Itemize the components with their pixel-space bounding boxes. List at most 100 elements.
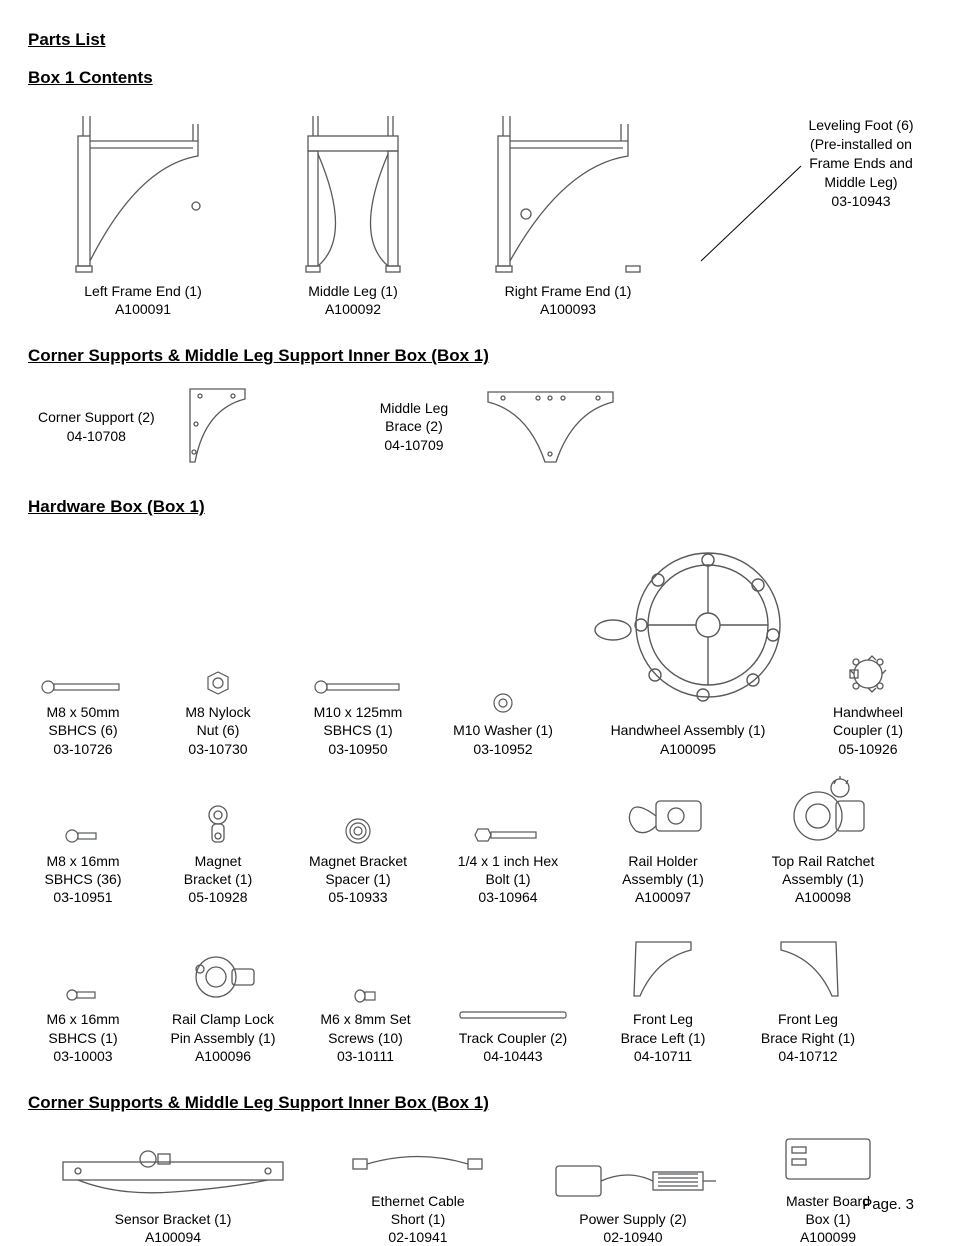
sensor-l1: Sensor Bracket (1) [115, 1210, 232, 1228]
part-right-frame: Right Frame End (1) A100093 [488, 106, 648, 318]
hw-row-2: M8 x 16mm SBHCS (36) 03-10951 Magnet Bra… [28, 776, 926, 907]
part-magnet-brkt: Magnet Bracket (1) 05-10928 [168, 804, 268, 907]
callout-l2: (Pre-installed on [786, 135, 936, 154]
spacer-icon [343, 816, 373, 846]
left-frame-icon [68, 106, 218, 276]
ethernet-l1: Ethernet Cable [371, 1192, 464, 1210]
coupler-l3: 05-10926 [838, 740, 897, 758]
m10-washer-l2: 03-10952 [473, 740, 532, 758]
magnet-brkt-l1: Magnet [195, 852, 242, 870]
part-m8-nylock: M8 Nylock Nut (6) 03-10730 [168, 669, 268, 758]
top-rail-l2: Assembly (1) [782, 870, 864, 888]
magnet-spacer-l1: Magnet Bracket [309, 852, 407, 870]
part-sensor: Sensor Bracket (1) A100094 [58, 1144, 288, 1246]
rail-clamp-icon [188, 949, 258, 1004]
m8-50-l2: SBHCS (6) [48, 721, 117, 739]
part-rail-holder: Rail Holder Assembly (1) A100097 [598, 786, 728, 907]
bolt-icon [311, 677, 406, 697]
power-l2: 02-10940 [603, 1228, 662, 1246]
hex-bolt-l1: 1/4 x 1 inch Hex [458, 852, 558, 870]
corner-title-2: Corner Supports & Middle Leg Support Inn… [28, 1093, 926, 1113]
front-left-l2: Brace Left (1) [621, 1029, 706, 1047]
bottom-row: Sensor Bracket (1) A100094 Ethernet Cabl… [28, 1131, 926, 1246]
part-track-coupler: Track Coupler (2) 04-10443 [448, 1007, 578, 1065]
middle-brace-pn: 04-10709 [380, 436, 449, 455]
magnet-brkt-l3: 05-10928 [188, 888, 247, 906]
part-ethernet: Ethernet Cable Short (1) 02-10941 [348, 1141, 488, 1246]
middle-leg-icon [288, 106, 418, 276]
callout-l3: Frame Ends and [786, 154, 936, 173]
callout-l5: 03-10943 [786, 192, 936, 211]
front-right-l1: Front Leg [778, 1010, 838, 1028]
front-left-l3: 04-10711 [634, 1047, 692, 1065]
master-l2: Box (1) [805, 1210, 850, 1228]
m10-125-l2: SBHCS (1) [323, 721, 392, 739]
ethernet-icon [348, 1141, 488, 1186]
callout-l1: Leveling Foot (6) [786, 116, 936, 135]
leveling-foot-callout: Leveling Foot (6) (Pre-installed on Fram… [786, 116, 936, 210]
magnet-brkt-l2: Bracket (1) [184, 870, 252, 888]
m8-16-l1: M8 x 16mm [46, 852, 119, 870]
corner-support-icon [185, 384, 260, 469]
top-rail-l3: A100098 [795, 888, 851, 906]
right-frame-pn: A100093 [540, 300, 596, 318]
part-middle-leg: Middle Leg (1) A100092 [288, 106, 418, 318]
front-right-l3: 04-10712 [778, 1047, 837, 1065]
magnet-bracket-icon [203, 804, 233, 846]
left-frame-pn: A100091 [115, 300, 171, 318]
part-m8-16: M8 x 16mm SBHCS (36) 03-10951 [28, 826, 138, 907]
rail-holder-l1: Rail Holder [628, 852, 697, 870]
m8-nylock-l2: Nut (6) [197, 721, 240, 739]
handwheel-l1: Handwheel Assembly (1) [611, 721, 766, 739]
part-hex-bolt: 1/4 x 1 inch Hex Bolt (1) 03-10964 [448, 824, 568, 907]
right-frame-label: Right Frame End (1) [505, 282, 632, 300]
middle-brace-label: Middle Leg Brace (2) 04-10709 [380, 399, 449, 456]
right-frame-icon [488, 106, 648, 276]
m10-125-l3: 03-10950 [328, 740, 387, 758]
magnet-spacer-l3: 05-10933 [328, 888, 387, 906]
top-rail-icon [778, 776, 868, 846]
rail-clamp-l1: Rail Clamp Lock [172, 1010, 274, 1028]
m6-8-l1: M6 x 8mm Set [320, 1010, 410, 1028]
part-m6-8: M6 x 8mm Set Screws (10) 03-10111 [308, 988, 423, 1065]
m10-washer-l1: M10 Washer (1) [453, 721, 553, 739]
track-coupler-l2: 04-10443 [483, 1047, 542, 1065]
handwheel-l2: A100095 [660, 740, 716, 758]
top-rail-l1: Top Rail Ratchet [772, 852, 875, 870]
rail-clamp-l3: A100096 [195, 1047, 251, 1065]
nut-icon [204, 669, 232, 697]
master-l3: A100099 [800, 1228, 856, 1246]
m8-nylock-l1: M8 Nylock [185, 703, 250, 721]
part-power: Power Supply (2) 02-10940 [548, 1154, 718, 1246]
coupler-l2: Coupler (1) [833, 721, 903, 739]
m6-8-l2: Screws (10) [328, 1029, 403, 1047]
ethernet-l2: Short (1) [391, 1210, 445, 1228]
part-m8-50: M8 x 50mm SBHCS (6) 03-10726 [28, 677, 138, 758]
left-frame-label: Left Frame End (1) [84, 282, 202, 300]
set-screw-icon [353, 988, 379, 1004]
m6-16-l2: SBHCS (1) [48, 1029, 117, 1047]
power-l1: Power Supply (2) [579, 1210, 686, 1228]
box1-row: Left Frame End (1) A100091 [28, 106, 926, 318]
rail-holder-l2: Assembly (1) [622, 870, 704, 888]
middle-leg-label: Middle Leg (1) [308, 282, 398, 300]
washer-icon [491, 691, 515, 715]
front-left-l1: Front Leg [633, 1010, 693, 1028]
master-board-icon [778, 1131, 878, 1186]
bolt-tiny-icon [64, 986, 102, 1004]
handwheel-icon [593, 535, 783, 715]
callout-l4: Middle Leg) [786, 173, 936, 192]
front-right-icon [771, 934, 846, 1004]
hw-row-1: M8 x 50mm SBHCS (6) 03-10726 M8 Nylock N… [28, 535, 926, 757]
hex-bolt-l2: Bolt (1) [485, 870, 530, 888]
part-left-frame: Left Frame End (1) A100091 [68, 106, 218, 318]
corner-row: Corner Support (2) 04-10708 Middle Leg B… [28, 384, 926, 469]
front-right-l2: Brace Right (1) [761, 1029, 855, 1047]
bolt-icon [38, 677, 128, 697]
callout-line-icon [696, 161, 806, 271]
coupler-l1: Handwheel [833, 703, 903, 721]
front-left-icon [626, 934, 701, 1004]
coupler-icon [844, 652, 892, 697]
part-master: Master Board Box (1) A100099 [778, 1131, 878, 1246]
track-coupler-icon [458, 1007, 568, 1023]
